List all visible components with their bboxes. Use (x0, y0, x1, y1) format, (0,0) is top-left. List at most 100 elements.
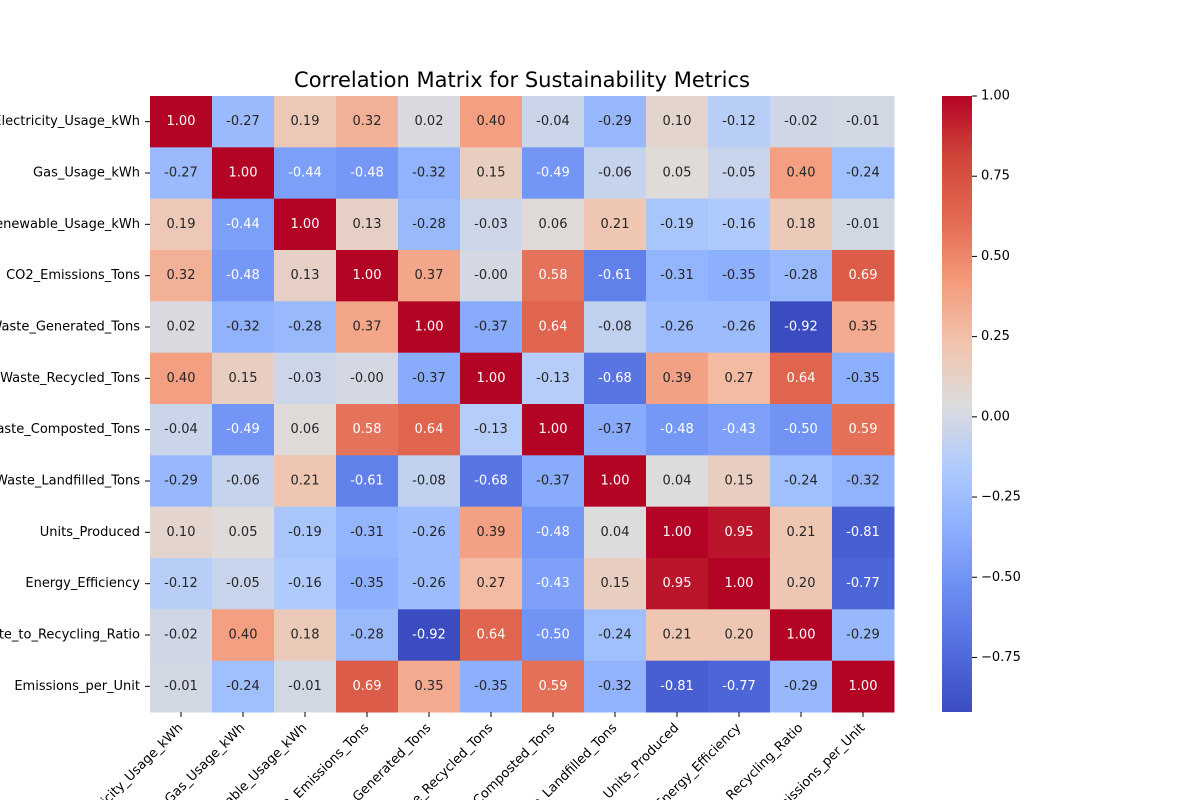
heatmap-cell (212, 404, 275, 456)
cell-label: -0.16 (288, 576, 322, 591)
heatmap-cell (770, 301, 833, 354)
colorbar-tick-label: −0.75 (981, 650, 1021, 665)
cell-label: -0.16 (722, 217, 756, 232)
cell-label: 1.00 (663, 525, 692, 540)
cell-label: -0.77 (846, 576, 880, 591)
heatmap-cell (274, 96, 337, 148)
heatmap-cell (832, 558, 895, 610)
cell-label: -0.32 (598, 679, 632, 694)
heatmap-cell (398, 96, 461, 148)
cell-label: -0.24 (846, 166, 880, 181)
cell-label: -0.03 (288, 371, 322, 386)
heatmap-cell (708, 198, 771, 251)
heatmap-cell (522, 96, 585, 148)
heatmap-cell (522, 404, 585, 456)
heatmap-cell (770, 250, 833, 302)
cell-label: 0.95 (663, 576, 692, 591)
heatmap-cell (522, 147, 585, 200)
cell-label: -0.12 (722, 114, 756, 129)
heatmap-cell (212, 147, 275, 200)
heatmap-cell (274, 404, 337, 456)
cell-label: -0.28 (784, 268, 818, 283)
y-tick-label: Waste_Recycled_Tons (0, 371, 140, 386)
heatmap-cell (646, 455, 709, 508)
heatmap-cell (770, 506, 833, 559)
heatmap-cell (336, 96, 399, 148)
heatmap-cell (770, 558, 833, 610)
cell-label: 0.58 (539, 268, 568, 283)
cell-label: 0.04 (663, 474, 692, 489)
heatmap-cell (646, 609, 709, 662)
colorbar-tick-label: 0.50 (981, 249, 1010, 264)
cell-label: 0.39 (663, 371, 692, 386)
heatmap-cell (336, 352, 399, 405)
cell-label: 0.64 (415, 422, 444, 437)
heatmap-cell (398, 404, 461, 456)
cell-label: -0.37 (474, 320, 508, 335)
heatmap-cell (832, 250, 895, 302)
heatmap-cell (522, 250, 585, 302)
heatmap-cell (460, 558, 523, 610)
cell-label: -0.24 (784, 474, 818, 489)
colorbar-tick-label: 0.25 (981, 329, 1010, 344)
cell-label: -0.68 (474, 474, 508, 489)
cell-label: -0.02 (784, 114, 818, 129)
heatmap-cell (584, 301, 647, 354)
cell-label: 1.00 (787, 628, 816, 643)
cell-label: -0.26 (660, 320, 694, 335)
cell-label: -0.08 (412, 474, 446, 489)
cell-label: 0.05 (229, 525, 258, 540)
cell-label: -0.77 (722, 679, 756, 694)
cell-label: 1.00 (849, 679, 878, 694)
cell-label: -0.49 (226, 422, 260, 437)
cell-label: 0.64 (787, 371, 816, 386)
cell-label: -0.31 (660, 268, 694, 283)
cell-label: -0.32 (412, 166, 446, 181)
heatmap-cell (398, 147, 461, 200)
heatmap-cell (708, 660, 771, 713)
cell-label: 0.40 (229, 628, 258, 643)
heatmap-cell (274, 558, 337, 610)
y-tick-label: Units_Produced (40, 525, 140, 540)
cell-label: -0.29 (598, 114, 632, 129)
cell-label: 0.58 (353, 422, 382, 437)
heatmap-cell (274, 198, 337, 251)
heatmap-cell (832, 301, 895, 354)
heatmap-cell (212, 301, 275, 354)
heatmap-cell (584, 250, 647, 302)
heatmap-cell (770, 147, 833, 200)
heatmap-cell (646, 404, 709, 456)
heatmap-cell (832, 404, 895, 456)
heatmap-cell (832, 455, 895, 508)
heatmap-cell (274, 660, 337, 713)
heatmap-cell (770, 609, 833, 662)
cell-label: -0.49 (536, 166, 570, 181)
cell-label: 0.15 (601, 576, 630, 591)
heatmap-cell (150, 198, 213, 251)
heatmap-cell (708, 558, 771, 610)
heatmap-cell (212, 558, 275, 610)
heatmap-cell (770, 96, 833, 148)
colorbar-tick-label: 1.00 (981, 89, 1010, 104)
colorbar-tick-label: 0.75 (981, 169, 1010, 184)
heatmap-cell (212, 198, 275, 251)
heatmap-cell (832, 198, 895, 251)
cell-label: -0.03 (474, 217, 508, 232)
heatmap-cell (584, 147, 647, 200)
heatmap-cell (522, 609, 585, 662)
cell-label: -0.43 (536, 576, 570, 591)
cell-label: 0.39 (477, 525, 506, 540)
heatmap-cell (522, 301, 585, 354)
heatmap-cell (460, 250, 523, 302)
cell-label: -0.37 (536, 474, 570, 489)
heatmap-cell (150, 558, 213, 610)
cell-label: 1.00 (725, 576, 754, 591)
heatmap-cell (770, 660, 833, 713)
heatmap-cell (274, 352, 337, 405)
cell-label: 0.37 (353, 320, 382, 335)
heatmap-cell (646, 660, 709, 713)
cell-label: 1.00 (229, 166, 258, 181)
cell-label: 0.19 (167, 217, 196, 232)
